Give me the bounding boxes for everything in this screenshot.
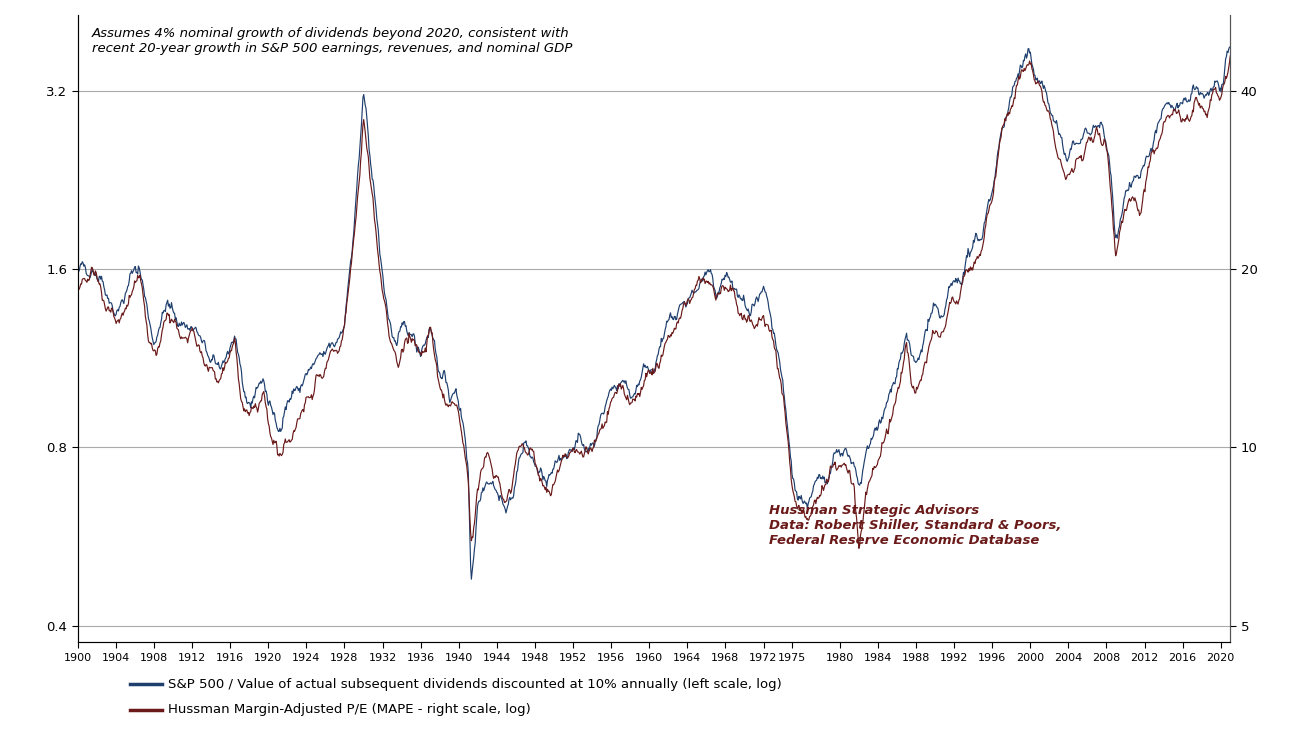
Text: Assumes 4% nominal growth of dividends beyond 2020, consistent with
recent 20-ye: Assumes 4% nominal growth of dividends b… bbox=[92, 27, 572, 55]
Text: S&P 500 / Value of actual subsequent dividends discounted at 10% annually (left : S&P 500 / Value of actual subsequent div… bbox=[168, 677, 782, 691]
Text: Hussman Strategic Advisors
Data: Robert Shiller, Standard & Poors,
Federal Reser: Hussman Strategic Advisors Data: Robert … bbox=[769, 504, 1062, 548]
Text: Hussman Margin-Adjusted P/E (MAPE - right scale, log): Hussman Margin-Adjusted P/E (MAPE - righ… bbox=[168, 703, 531, 716]
